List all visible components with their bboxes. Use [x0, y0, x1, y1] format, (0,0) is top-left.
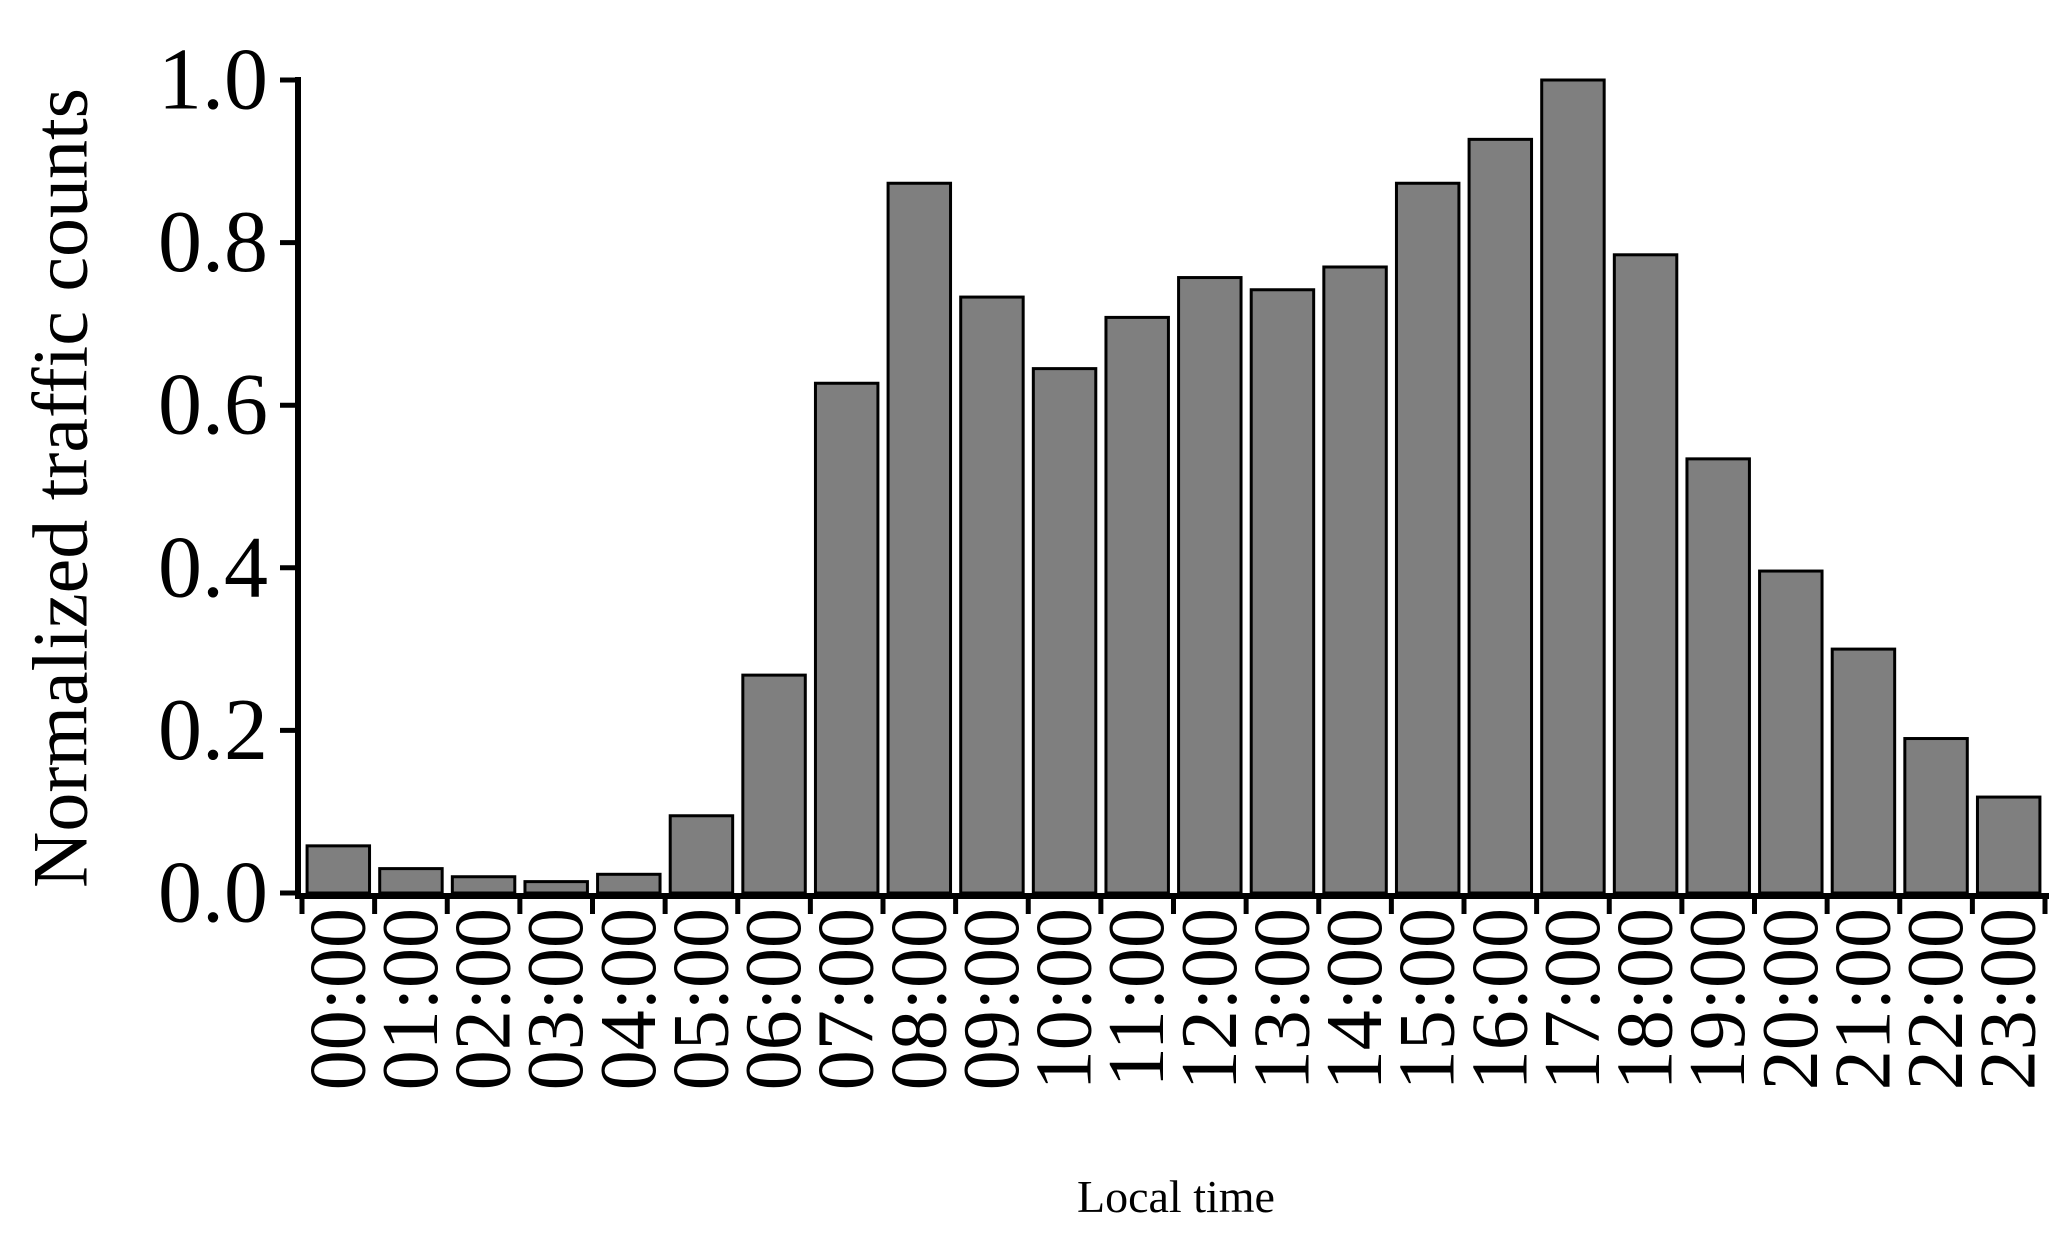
bar-1500 — [1394, 181, 1461, 895]
x-tick-label: 15:00 — [1384, 908, 1472, 1090]
x-tick-label: 03:00 — [512, 908, 600, 1090]
bar-1700 — [1540, 78, 1606, 895]
bar-2200 — [1903, 737, 1969, 895]
bar-1200 — [1177, 276, 1243, 895]
bar-1600 — [1467, 137, 1534, 895]
y-tick-label: 0.8 — [158, 194, 268, 291]
bar-1400 — [1322, 265, 1388, 895]
y-tick-label: 0.4 — [158, 519, 268, 616]
y-tick-label: 0.6 — [158, 357, 268, 454]
y-tick-label: 0.2 — [158, 682, 268, 779]
y-tick-label: 1.0 — [158, 32, 268, 129]
x-tick-label: 12:00 — [1166, 908, 1254, 1090]
x-tick-label: 10:00 — [1021, 908, 1109, 1090]
bar-0600 — [741, 673, 807, 895]
y-tick-label: 0.0 — [158, 845, 268, 942]
bar-1800 — [1612, 253, 1679, 895]
x-tick-label: 23:00 — [1965, 908, 2053, 1090]
bar-0800 — [886, 181, 953, 895]
bar-0700 — [813, 381, 880, 895]
bar-0500 — [668, 814, 735, 895]
x-tick-label: 22:00 — [1892, 908, 1980, 1090]
y-ticks: 0.0 0.2 0.4 0.6 0.8 1.0 — [158, 32, 298, 942]
x-tick-label: 13:00 — [1238, 908, 1326, 1090]
x-tick-label: 17:00 — [1529, 908, 1617, 1090]
x-tick-label: 07:00 — [803, 908, 891, 1090]
x-axis-title: Local time — [1077, 1171, 1275, 1222]
bar-0200 — [450, 875, 517, 895]
x-tick-label: 06:00 — [730, 908, 818, 1090]
x-tick-label: 21:00 — [1819, 908, 1907, 1090]
bar-2000 — [1758, 569, 1824, 895]
x-tick-label: 05:00 — [657, 908, 745, 1090]
bar-0900 — [959, 295, 1025, 895]
x-tick-label: 04:00 — [585, 908, 673, 1090]
x-tick-label: 16:00 — [1456, 908, 1544, 1090]
bar-0400 — [596, 872, 662, 895]
x-ticks: 00:0001:0002:0003:0004:0005:0006:0007:00… — [294, 896, 2053, 1090]
x-tick-label: 18:00 — [1602, 908, 1690, 1090]
x-tick-label: 19:00 — [1674, 908, 1762, 1090]
x-tick-label: 20:00 — [1747, 908, 1835, 1090]
bar-1100 — [1104, 315, 1170, 895]
bar-0100 — [378, 867, 444, 895]
bar-1000 — [1031, 367, 1098, 895]
x-tick-label: 08:00 — [875, 908, 963, 1090]
x-tick-label: 14:00 — [1311, 908, 1399, 1090]
x-tick-label: 11:00 — [1093, 908, 1181, 1087]
bar-2100 — [1830, 647, 1897, 895]
bar-2300 — [1975, 795, 2042, 895]
bar-0000 — [305, 844, 372, 895]
bar-1900 — [1685, 457, 1751, 895]
x-tick-label: 01:00 — [367, 908, 455, 1090]
x-tick-label: 09:00 — [948, 908, 1036, 1090]
x-tick-label: 00:00 — [294, 908, 382, 1090]
y-axis-title: Normalized traffic counts — [17, 88, 104, 888]
bars-layer — [305, 78, 2042, 895]
x-tick-label: 02:00 — [440, 908, 528, 1090]
bar-1300 — [1249, 288, 1316, 895]
bar-0300 — [523, 880, 589, 895]
